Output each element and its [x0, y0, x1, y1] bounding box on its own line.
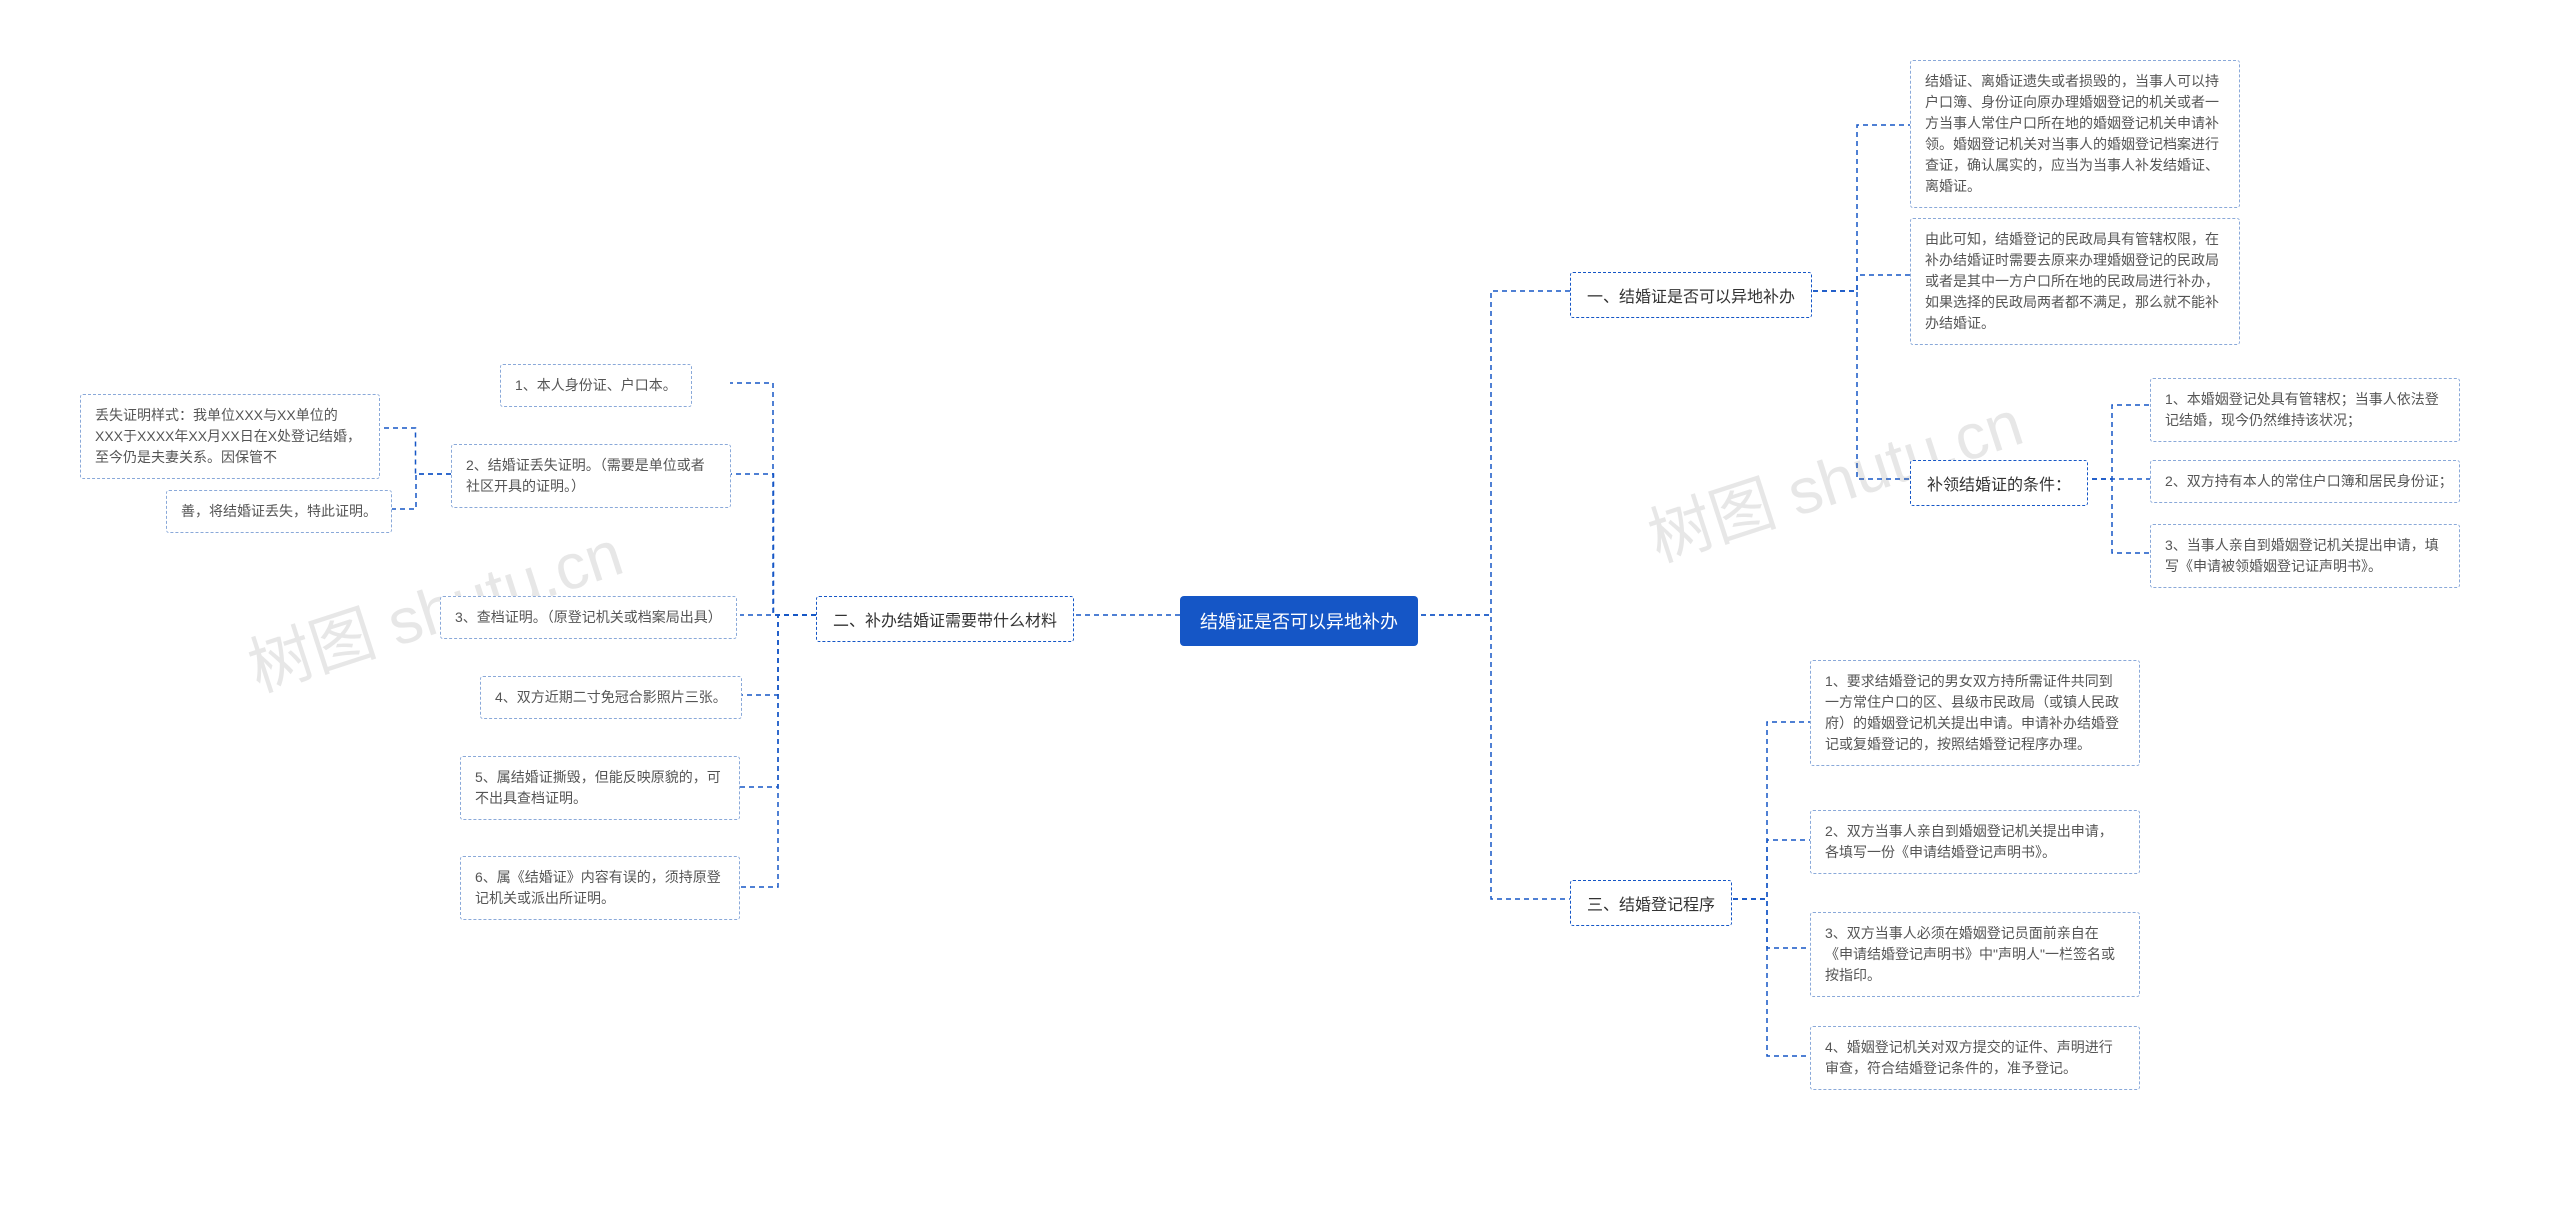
leaf-r1c1[interactable]: 1、本婚姻登记处具有管辖权；当事人依法登记结婚，现今仍然维持该状况； [2150, 378, 2460, 442]
branch-1[interactable]: 一、结婚证是否可以异地补办 [1570, 272, 1812, 318]
leaf-r1b[interactable]: 由此可知，结婚登记的民政局具有管辖权限，在补办结婚证时需要去原来办理婚姻登记的民… [1910, 218, 2240, 345]
branch-3[interactable]: 三、结婚登记程序 [1570, 880, 1732, 926]
leaf-l1[interactable]: 1、本人身份证、户口本。 [500, 364, 692, 407]
root-node[interactable]: 结婚证是否可以异地补办 [1180, 596, 1418, 646]
leaf-l5[interactable]: 5、属结婚证撕毁，但能反映原貌的，可不出具查档证明。 [460, 756, 740, 820]
leaf-r1a[interactable]: 结婚证、离婚证遗失或者损毁的，当事人可以持户口簿、身份证向原办理婚姻登记的机关或… [1910, 60, 2240, 208]
leaf-l3[interactable]: 3、查档证明。（原登记机关或档案局出具） [440, 596, 737, 639]
branch-1-sub[interactable]: 补领结婚证的条件： [1910, 460, 2088, 506]
leaf-l2b[interactable]: 善，将结婚证丢失，特此证明。 [166, 490, 392, 533]
leaf-r1c3[interactable]: 3、当事人亲自到婚姻登记机关提出申请，填写《申请被领婚姻登记证声明书》。 [2150, 524, 2460, 588]
leaf-l2[interactable]: 2、结婚证丢失证明。（需要是单位或者社区开具的证明。） [451, 444, 731, 508]
leaf-r3b[interactable]: 2、双方当事人亲自到婚姻登记机关提出申请，各填写一份《申请结婚登记声明书》。 [1810, 810, 2140, 874]
leaf-l2a[interactable]: 丢失证明样式：我单位XXX与XX单位的XXX于XXXX年XX月XX日在X处登记结… [80, 394, 380, 479]
leaf-r3d[interactable]: 4、婚姻登记机关对双方提交的证件、声明进行审查，符合结婚登记条件的，准予登记。 [1810, 1026, 2140, 1090]
branch-2[interactable]: 二、补办结婚证需要带什么材料 [816, 596, 1074, 642]
leaf-l4[interactable]: 4、双方近期二寸免冠合影照片三张。 [480, 676, 742, 719]
mindmap-canvas: 树图 shutu.cn 树图 shutu.cn 结婚证是否可以异地补办 一、结婚… [0, 0, 2560, 1224]
leaf-r1c2[interactable]: 2、双方持有本人的常住户口簿和居民身份证； [2150, 460, 2460, 503]
leaf-r3a[interactable]: 1、要求结婚登记的男女双方持所需证件共同到一方常住户口的区、县级市民政局（或镇人… [1810, 660, 2140, 766]
leaf-l6[interactable]: 6、属《结婚证》内容有误的，须持原登记机关或派出所证明。 [460, 856, 740, 920]
leaf-r3c[interactable]: 3、双方当事人必须在婚姻登记员面前亲自在《申请结婚登记声明书》中"声明人"一栏签… [1810, 912, 2140, 997]
